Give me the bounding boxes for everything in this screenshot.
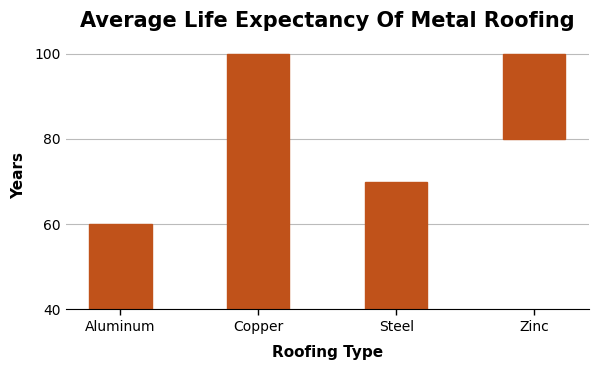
Bar bbox=[365, 181, 427, 309]
Bar bbox=[503, 54, 565, 139]
Y-axis label: Years: Years bbox=[11, 152, 26, 199]
X-axis label: Roofing Type: Roofing Type bbox=[272, 345, 383, 360]
Bar bbox=[227, 54, 289, 309]
Bar bbox=[89, 224, 152, 309]
Title: Average Life Expectancy Of Metal Roofing: Average Life Expectancy Of Metal Roofing bbox=[80, 11, 575, 31]
